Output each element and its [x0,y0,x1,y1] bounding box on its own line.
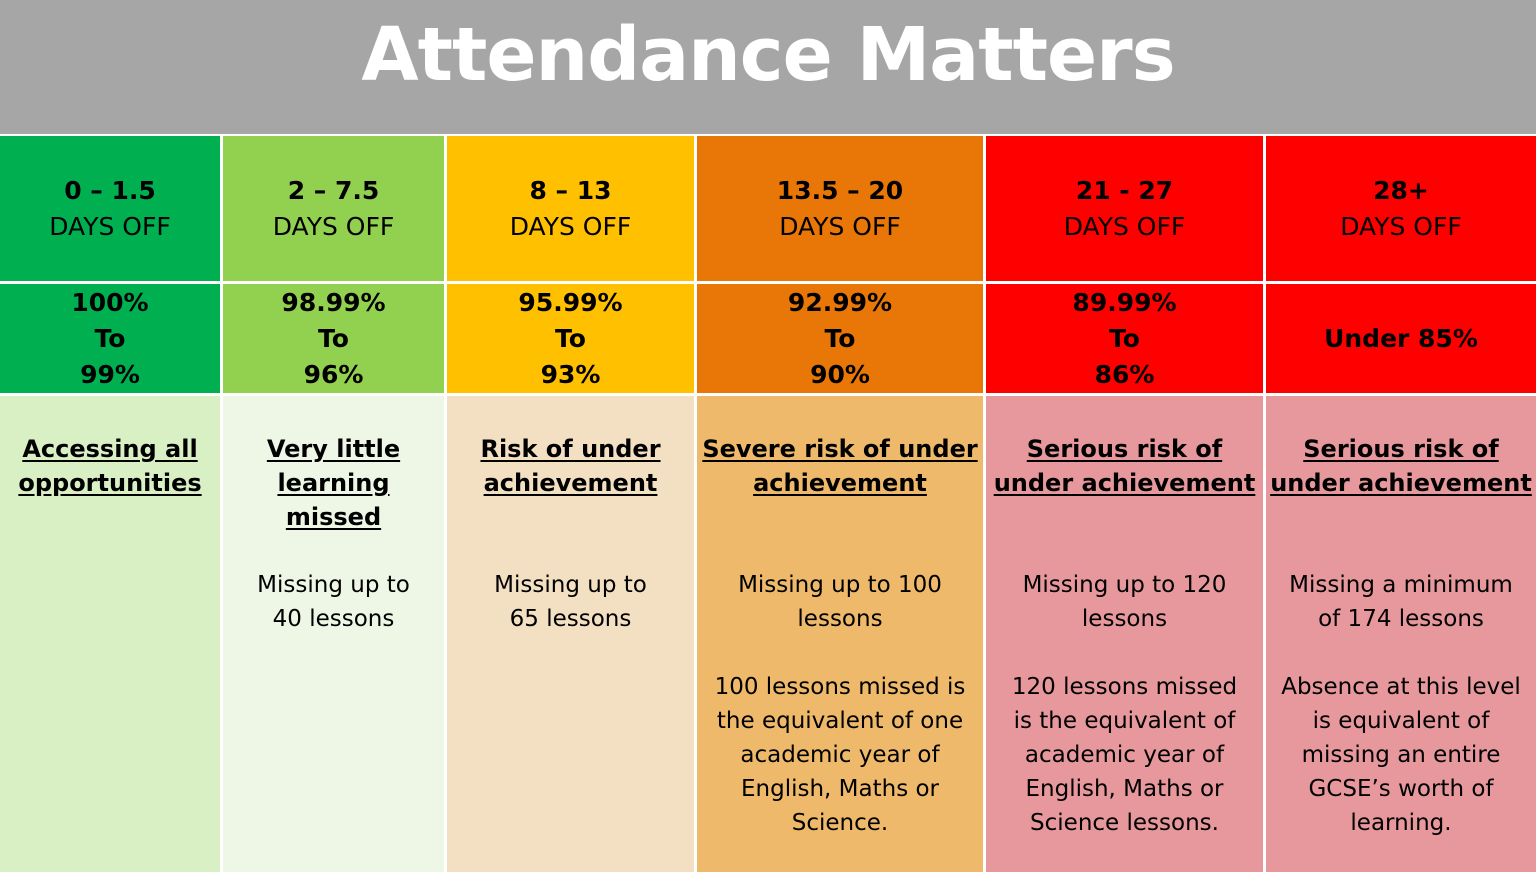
description-cell: Accessing all opportunities [0,396,220,872]
days-cell: 8 – 13 DAYS OFF [447,136,694,281]
description-cell: Serious risk of under achievement Missin… [986,396,1263,872]
risk-heading: Serious risk of under achievement [1266,432,1536,500]
days-range: 2 – 7.5 [287,175,380,205]
risk-heading-line-2: learning missed [277,469,390,531]
percentage-cell: Under 85% [1266,284,1536,393]
days-unit: DAYS OFF [49,211,171,241]
lessons-missed-text: Missing up to 65 lessons [494,572,647,632]
pct-low: 93% [540,359,601,389]
risk-heading-line-2: under achievement [1270,469,1532,497]
risk-heading-line-1: Severe risk of under [702,435,978,463]
pct-under: Under 85% [1324,323,1478,353]
column-2-7.5-days: 2 – 7.5 DAYS OFF 98.99% To 96% Very litt… [223,136,444,872]
pct-high: 92.99% [787,287,893,317]
pct-low: 96% [303,359,364,389]
description-cell: Very little learning missed Missing up t… [223,396,444,872]
pct-to: To [1109,323,1140,353]
pct-to: To [824,323,856,353]
equivalence-text: Absence at this level is equivalent of m… [1281,674,1521,836]
pct-to: To [94,323,126,353]
risk-heading-line-1: Very little [266,435,401,463]
column-13.5-20-days: 13.5 – 20 DAYS OFF 92.99% To 90% Severe … [697,136,983,872]
page-title: Attendance Matters [361,12,1175,98]
risk-heading-line-2: achievement [483,469,658,497]
pct-high: 89.99% [1072,287,1177,317]
lessons-missed-text: Missing up to 120 lessons [1022,572,1227,632]
percentage-cell: 95.99% To 93% [447,284,694,393]
column-28-plus-days: 28+ DAYS OFF Under 85% Serious risk of u… [1266,136,1536,872]
lessons-missed-text: Missing up to 40 lessons [257,572,410,632]
lessons-missed-text: Missing up to 100 lessons [738,572,942,632]
description-cell: Serious risk of under achievement Missin… [1266,396,1536,872]
pct-high: 95.99% [518,287,623,317]
days-range: 21 - 27 [1075,175,1174,205]
risk-heading: Very little learning missed [223,432,444,534]
days-unit: DAYS OFF [509,211,632,241]
days-cell: 0 – 1.5 DAYS OFF [0,136,220,281]
days-range: 28+ [1373,175,1429,205]
risk-heading-line-1: Risk of under [480,435,661,463]
pct-high: 100% [71,287,149,317]
pct-to: To [318,323,349,353]
percentage-cell: 89.99% To 86% [986,284,1263,393]
equivalence-text: 100 lessons missed is the equivalent of … [714,674,966,836]
percentage-cell: 98.99% To 96% [223,284,444,393]
lessons-missed-text: Missing a minimum of 174 lessons [1289,572,1513,632]
days-cell: 28+ DAYS OFF [1266,136,1536,281]
days-range: 0 – 1.5 [64,175,156,205]
risk-heading-line-1: Serious risk of [1303,435,1499,463]
pct-low: 86% [1094,359,1155,389]
risk-heading-line-1: Accessing all [22,435,198,463]
percentage-cell: 100% To 99% [0,284,220,393]
days-unit: DAYS OFF [272,211,395,241]
days-range: 8 – 13 [529,175,612,205]
percentage-cell: 92.99% To 90% [697,284,983,393]
risk-heading-line-2: achievement [753,469,927,497]
description-cell: Severe risk of under achievement Missing… [697,396,983,872]
equivalence-text: 120 lessons missed is the equivalent of … [1011,674,1238,836]
column-8-13-days: 8 – 13 DAYS OFF 95.99% To 93% Risk of un… [447,136,694,872]
days-cell: 13.5 – 20 DAYS OFF [697,136,983,281]
column-21-27-days: 21 - 27 DAYS OFF 89.99% To 86% Serious r… [986,136,1263,872]
days-unit: DAYS OFF [779,211,901,241]
days-range: 13.5 – 20 [776,175,904,205]
risk-heading-line-2: opportunities [18,469,202,497]
risk-heading: Serious risk of under achievement [990,432,1260,500]
title-banner: Attendance Matters [0,0,1536,134]
days-unit: DAYS OFF [1063,211,1186,241]
days-cell: 2 – 7.5 DAYS OFF [223,136,444,281]
days-unit: DAYS OFF [1340,211,1462,241]
column-0-1.5-days: 0 – 1.5 DAYS OFF 100% To 99% Accessing a… [0,136,220,872]
pct-low: 99% [80,359,140,389]
risk-heading-line-1: Serious risk of [1026,435,1223,463]
risk-heading-line-2: under achievement [993,469,1256,497]
risk-heading: Severe risk of under achievement [698,432,981,500]
pct-to: To [555,323,586,353]
risk-heading: Risk of under achievement [476,432,664,500]
days-cell: 21 - 27 DAYS OFF [986,136,1263,281]
pct-low: 90% [810,359,870,389]
pct-high: 98.99% [281,287,386,317]
risk-heading: Accessing all opportunities [14,432,205,500]
description-cell: Risk of under achievement Missing up to … [447,396,694,872]
